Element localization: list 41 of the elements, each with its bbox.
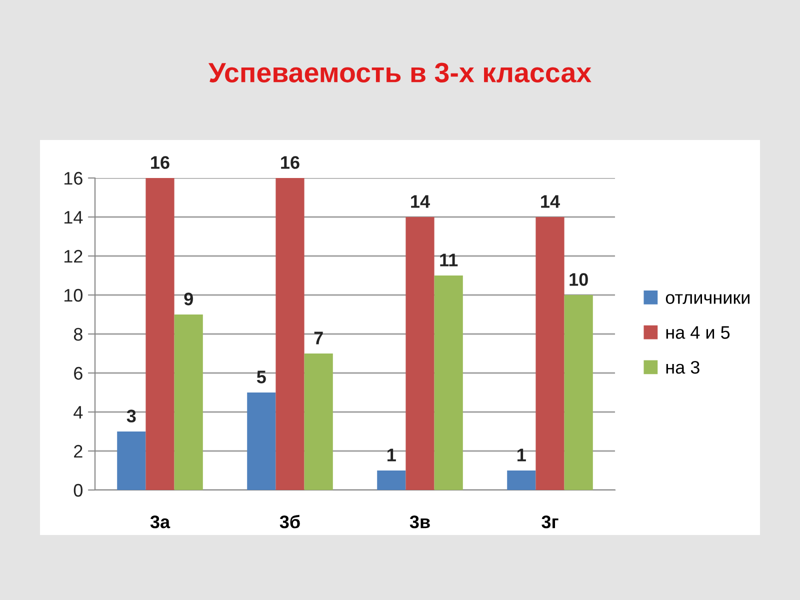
y-tick-label: 8 bbox=[74, 328, 82, 341]
data-label: 14 bbox=[411, 195, 430, 208]
bar bbox=[564, 295, 593, 490]
bar bbox=[406, 217, 434, 490]
bar bbox=[247, 392, 276, 490]
legend-label: на 4 и 5 bbox=[666, 326, 730, 339]
data-label: 10 bbox=[570, 273, 588, 286]
data-label: 11 bbox=[440, 254, 458, 266]
data-label: 3 bbox=[126, 410, 136, 422]
y-tick-label: 14 bbox=[64, 211, 83, 224]
x-tick-label: 3б bbox=[280, 514, 300, 528]
bar bbox=[377, 470, 406, 490]
y-tick-label: 2 bbox=[74, 444, 82, 458]
y-tick-label: 4 bbox=[74, 406, 83, 419]
bar bbox=[304, 354, 333, 490]
data-label: 5 bbox=[256, 370, 266, 384]
bar bbox=[146, 178, 174, 490]
legend-label: отличники bbox=[666, 294, 750, 304]
y-tick-label: 16 bbox=[64, 172, 82, 185]
legend-label: на 3 bbox=[666, 360, 700, 374]
bar bbox=[434, 276, 463, 490]
bar bbox=[507, 470, 536, 490]
x-tick-label: 3а bbox=[150, 515, 170, 528]
data-label: 1 bbox=[388, 448, 396, 462]
data-label: 14 bbox=[541, 195, 560, 208]
data-label: 16 bbox=[151, 156, 170, 169]
y-tick-label: 0 bbox=[74, 484, 82, 497]
bar bbox=[174, 314, 203, 490]
data-label: 9 bbox=[184, 292, 193, 306]
data-label: 7 bbox=[314, 332, 323, 344]
y-tick-label: 10 bbox=[64, 288, 82, 302]
x-tick-label: 3в bbox=[410, 515, 430, 528]
data-label: 16 bbox=[281, 156, 300, 169]
x-tick-label: 3г bbox=[542, 515, 558, 528]
data-label: 1 bbox=[518, 448, 526, 462]
bar bbox=[276, 178, 304, 490]
bar bbox=[536, 217, 564, 490]
chart-title: Успеваемость в 3-х классах bbox=[208, 62, 592, 82]
y-tick-label: 12 bbox=[64, 250, 82, 263]
bar bbox=[117, 432, 146, 490]
y-tick-label: 6 bbox=[74, 366, 82, 380]
